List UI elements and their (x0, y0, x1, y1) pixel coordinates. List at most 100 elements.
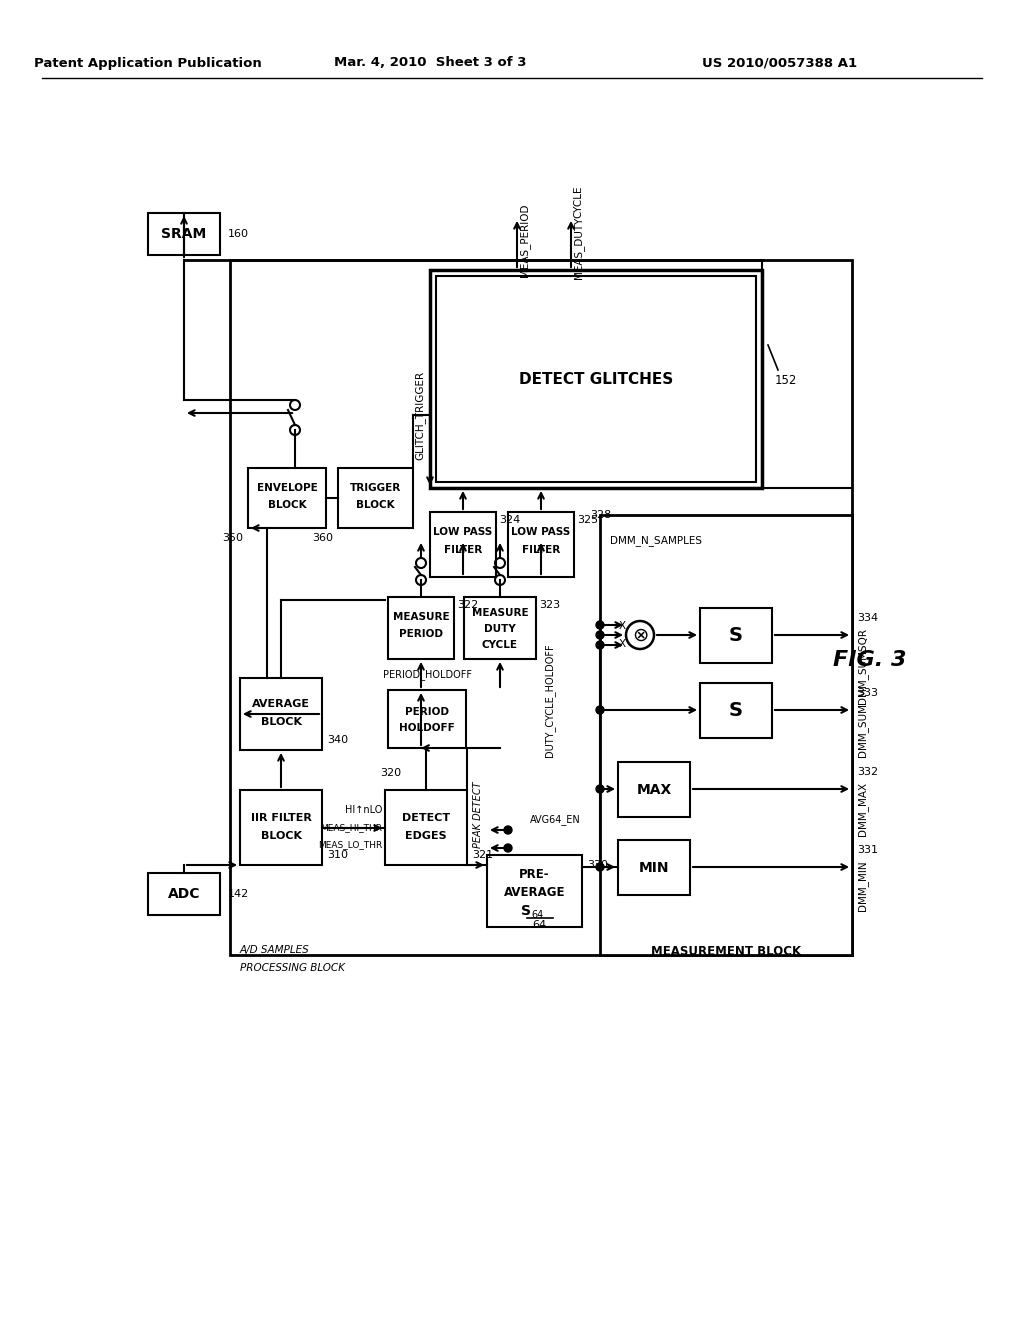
Bar (700, 609, 772, 663)
Text: GLITCH_TRIGGER: GLITCH_TRIGGER (415, 371, 425, 459)
Text: DETECT GLITCHES: DETECT GLITCHES (519, 371, 673, 387)
Circle shape (596, 706, 604, 714)
Text: ⊗: ⊗ (632, 626, 648, 644)
Circle shape (596, 642, 604, 649)
Text: 324: 324 (499, 515, 520, 525)
Text: 142: 142 (228, 888, 249, 899)
Bar (600, 515, 852, 954)
Text: 320: 320 (380, 768, 401, 777)
Text: CYCLE: CYCLE (573, 186, 583, 218)
Text: S: S (521, 904, 531, 917)
Bar (338, 469, 413, 528)
Text: 160: 160 (228, 228, 249, 239)
Text: PERIOD: PERIOD (399, 630, 443, 639)
Text: ADC: ADC (168, 887, 201, 902)
Text: DETECT: DETECT (402, 813, 451, 822)
Text: 333: 333 (857, 688, 878, 698)
Text: Patent Application Publication: Patent Application Publication (34, 57, 262, 70)
Bar (148, 873, 220, 915)
Text: X: X (618, 639, 626, 649)
Text: BLOCK: BLOCK (260, 832, 301, 841)
Text: 328: 328 (590, 510, 611, 520)
Bar (385, 789, 467, 865)
Text: 350: 350 (222, 533, 243, 543)
Text: TRIGGER: TRIGGER (350, 483, 401, 492)
Circle shape (596, 631, 604, 639)
Text: MIN: MIN (639, 861, 670, 874)
Text: EDGES: EDGES (406, 832, 446, 841)
Text: BLOCK: BLOCK (356, 500, 395, 510)
Text: 360: 360 (312, 533, 333, 543)
Text: Mar. 4, 2010  Sheet 3 of 3: Mar. 4, 2010 Sheet 3 of 3 (334, 57, 526, 70)
Text: PRE-: PRE- (519, 869, 550, 882)
Text: DUTY: DUTY (484, 624, 516, 634)
Text: 325: 325 (577, 515, 598, 525)
Bar (487, 855, 582, 927)
Text: MEAS_DUTY: MEAS_DUTY (573, 216, 584, 280)
Text: 64: 64 (531, 909, 544, 920)
Text: US 2010/0057388 A1: US 2010/0057388 A1 (702, 57, 857, 70)
Text: FILTER: FILTER (443, 545, 482, 554)
Text: SRAM: SRAM (162, 227, 207, 242)
Text: X: X (618, 620, 626, 631)
Text: LOW PASS: LOW PASS (511, 527, 570, 537)
Bar (436, 276, 756, 482)
Text: MEAS_PERIOD: MEAS_PERIOD (519, 203, 529, 277)
Circle shape (596, 620, 604, 630)
Text: AVG64_EN: AVG64_EN (530, 814, 581, 825)
Bar (618, 762, 690, 817)
Text: PERIOD: PERIOD (406, 708, 449, 717)
Text: DUTY_CYCLE_HOLDOFF: DUTY_CYCLE_HOLDOFF (545, 643, 555, 756)
Text: 322: 322 (457, 601, 478, 610)
Text: 321: 321 (472, 850, 494, 861)
Bar (388, 597, 454, 659)
Text: PERIOD_HOLDOFF: PERIOD_HOLDOFF (383, 669, 471, 680)
Bar (230, 260, 852, 954)
Text: HI↑nLO: HI↑nLO (345, 805, 382, 814)
Text: 323: 323 (539, 601, 560, 610)
Bar (148, 213, 220, 255)
Text: MEASURE: MEASURE (472, 609, 528, 618)
Text: BLOCK: BLOCK (260, 717, 301, 727)
Text: ENVELOPE: ENVELOPE (257, 483, 317, 492)
Text: CYCLE: CYCLE (482, 640, 518, 649)
Text: MEASURE: MEASURE (392, 612, 450, 622)
Circle shape (504, 826, 512, 834)
Text: 64: 64 (532, 920, 547, 931)
Bar (508, 512, 574, 577)
Bar (464, 597, 536, 659)
Text: MEAS_LO_THR: MEAS_LO_THR (317, 841, 382, 850)
Bar (240, 678, 322, 750)
Circle shape (596, 863, 604, 871)
Text: IIR FILTER: IIR FILTER (251, 813, 311, 822)
Text: LOW PASS: LOW PASS (433, 527, 493, 537)
Bar (248, 469, 326, 528)
Text: PROCESSING BLOCK: PROCESSING BLOCK (240, 964, 345, 973)
Text: DMM_SUM: DMM_SUM (857, 704, 868, 756)
Bar (430, 512, 496, 577)
Text: S: S (729, 701, 743, 719)
Text: MEAS_HI_THR: MEAS_HI_THR (319, 824, 382, 833)
Text: AVERAGE: AVERAGE (504, 886, 565, 899)
Text: MEASUREMENT BLOCK: MEASUREMENT BLOCK (651, 945, 801, 958)
Text: FIG. 3: FIG. 3 (834, 649, 906, 671)
Bar (700, 682, 772, 738)
Bar (240, 789, 322, 865)
Text: PEAK DETECT: PEAK DETECT (473, 781, 483, 847)
Text: 334: 334 (857, 612, 879, 623)
Text: 330: 330 (587, 861, 608, 870)
Text: S: S (729, 626, 743, 645)
Text: FILTER: FILTER (522, 545, 560, 554)
Text: MAX: MAX (636, 783, 672, 796)
Text: 340: 340 (327, 735, 348, 744)
Text: DMM_MIN: DMM_MIN (857, 861, 868, 911)
Text: 310: 310 (327, 850, 348, 861)
Text: A/D SAMPLES: A/D SAMPLES (240, 945, 309, 954)
Circle shape (504, 843, 512, 851)
Text: AVERAGE: AVERAGE (252, 700, 310, 709)
Bar (618, 840, 690, 895)
Text: DMM_SUMSQR: DMM_SUMSQR (857, 628, 868, 704)
Text: BLOCK: BLOCK (267, 500, 306, 510)
Text: 332: 332 (857, 767, 879, 777)
Bar (430, 271, 762, 488)
